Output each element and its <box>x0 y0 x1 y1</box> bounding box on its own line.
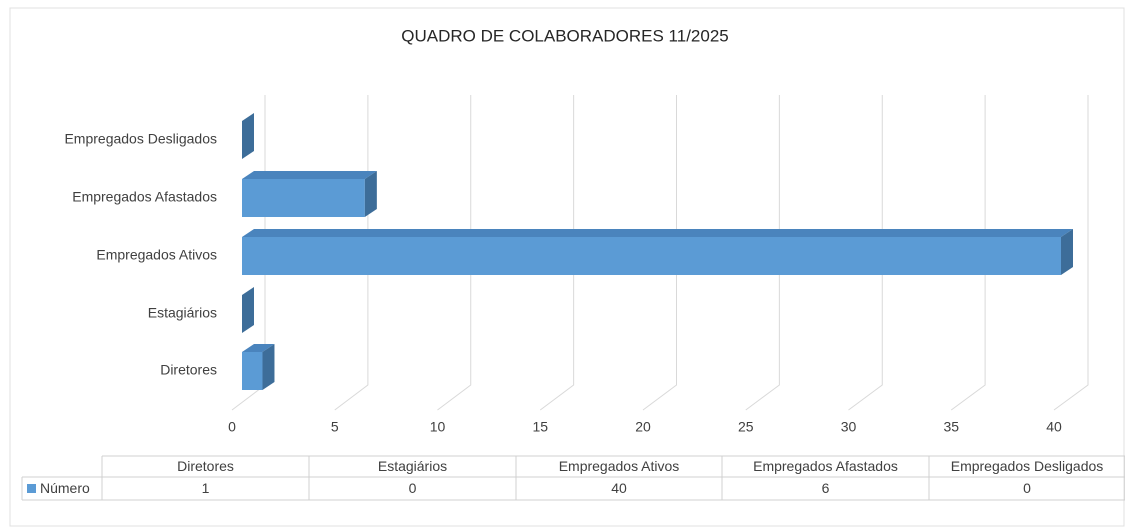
y-tick-label: Diretores <box>160 362 217 378</box>
x-tick-label: 30 <box>841 419 857 435</box>
legend-swatch <box>27 484 36 493</box>
bar-side <box>262 344 275 390</box>
table-value: 0 <box>409 480 417 496</box>
grid-line <box>539 95 575 411</box>
bar-side <box>364 171 377 217</box>
bar-front <box>242 352 263 390</box>
x-tick-label: 15 <box>532 419 548 435</box>
table-header: Empregados Desligados <box>951 458 1104 474</box>
bar-side <box>242 287 254 333</box>
grid-line <box>950 95 986 411</box>
table-value: 1 <box>202 480 210 496</box>
bar-top <box>242 229 1073 237</box>
bar-front <box>242 179 365 217</box>
x-tick-label: 5 <box>331 419 339 435</box>
table-value: 6 <box>822 480 830 496</box>
table-value: 0 <box>1023 480 1031 496</box>
grid-line <box>437 95 472 411</box>
y-tick-label: Estagiários <box>148 305 217 321</box>
y-tick-label: Empregados Ativos <box>96 247 217 263</box>
grid-line <box>745 95 780 411</box>
bar-top <box>242 171 377 179</box>
bar-front <box>242 237 1061 275</box>
y-tick-label: Empregados Desligados <box>64 131 217 147</box>
x-tick-label: 35 <box>943 419 959 435</box>
grid-line <box>848 95 883 411</box>
table-header: Estagiários <box>378 458 447 474</box>
bar-top <box>242 344 275 352</box>
table-header: Empregados Afastados <box>753 458 898 474</box>
x-tick-label: 0 <box>228 419 236 435</box>
bar-side <box>242 113 254 159</box>
table-header: Empregados Ativos <box>559 458 680 474</box>
x-tick-label: 25 <box>738 419 754 435</box>
x-tick-label: 20 <box>635 419 651 435</box>
x-tick-label: 10 <box>430 419 446 435</box>
legend-label: Número <box>40 480 90 496</box>
table-value: 40 <box>611 480 627 496</box>
x-tick-label: 40 <box>1046 419 1062 435</box>
y-tick-label: Empregados Afastados <box>72 189 217 205</box>
table-header: Diretores <box>177 458 234 474</box>
bar-side <box>1061 229 1073 275</box>
grid-line <box>1053 95 1089 411</box>
chart-title: QUADRO DE COLABORADORES 11/2025 <box>401 26 729 45</box>
grid-line <box>642 95 677 411</box>
